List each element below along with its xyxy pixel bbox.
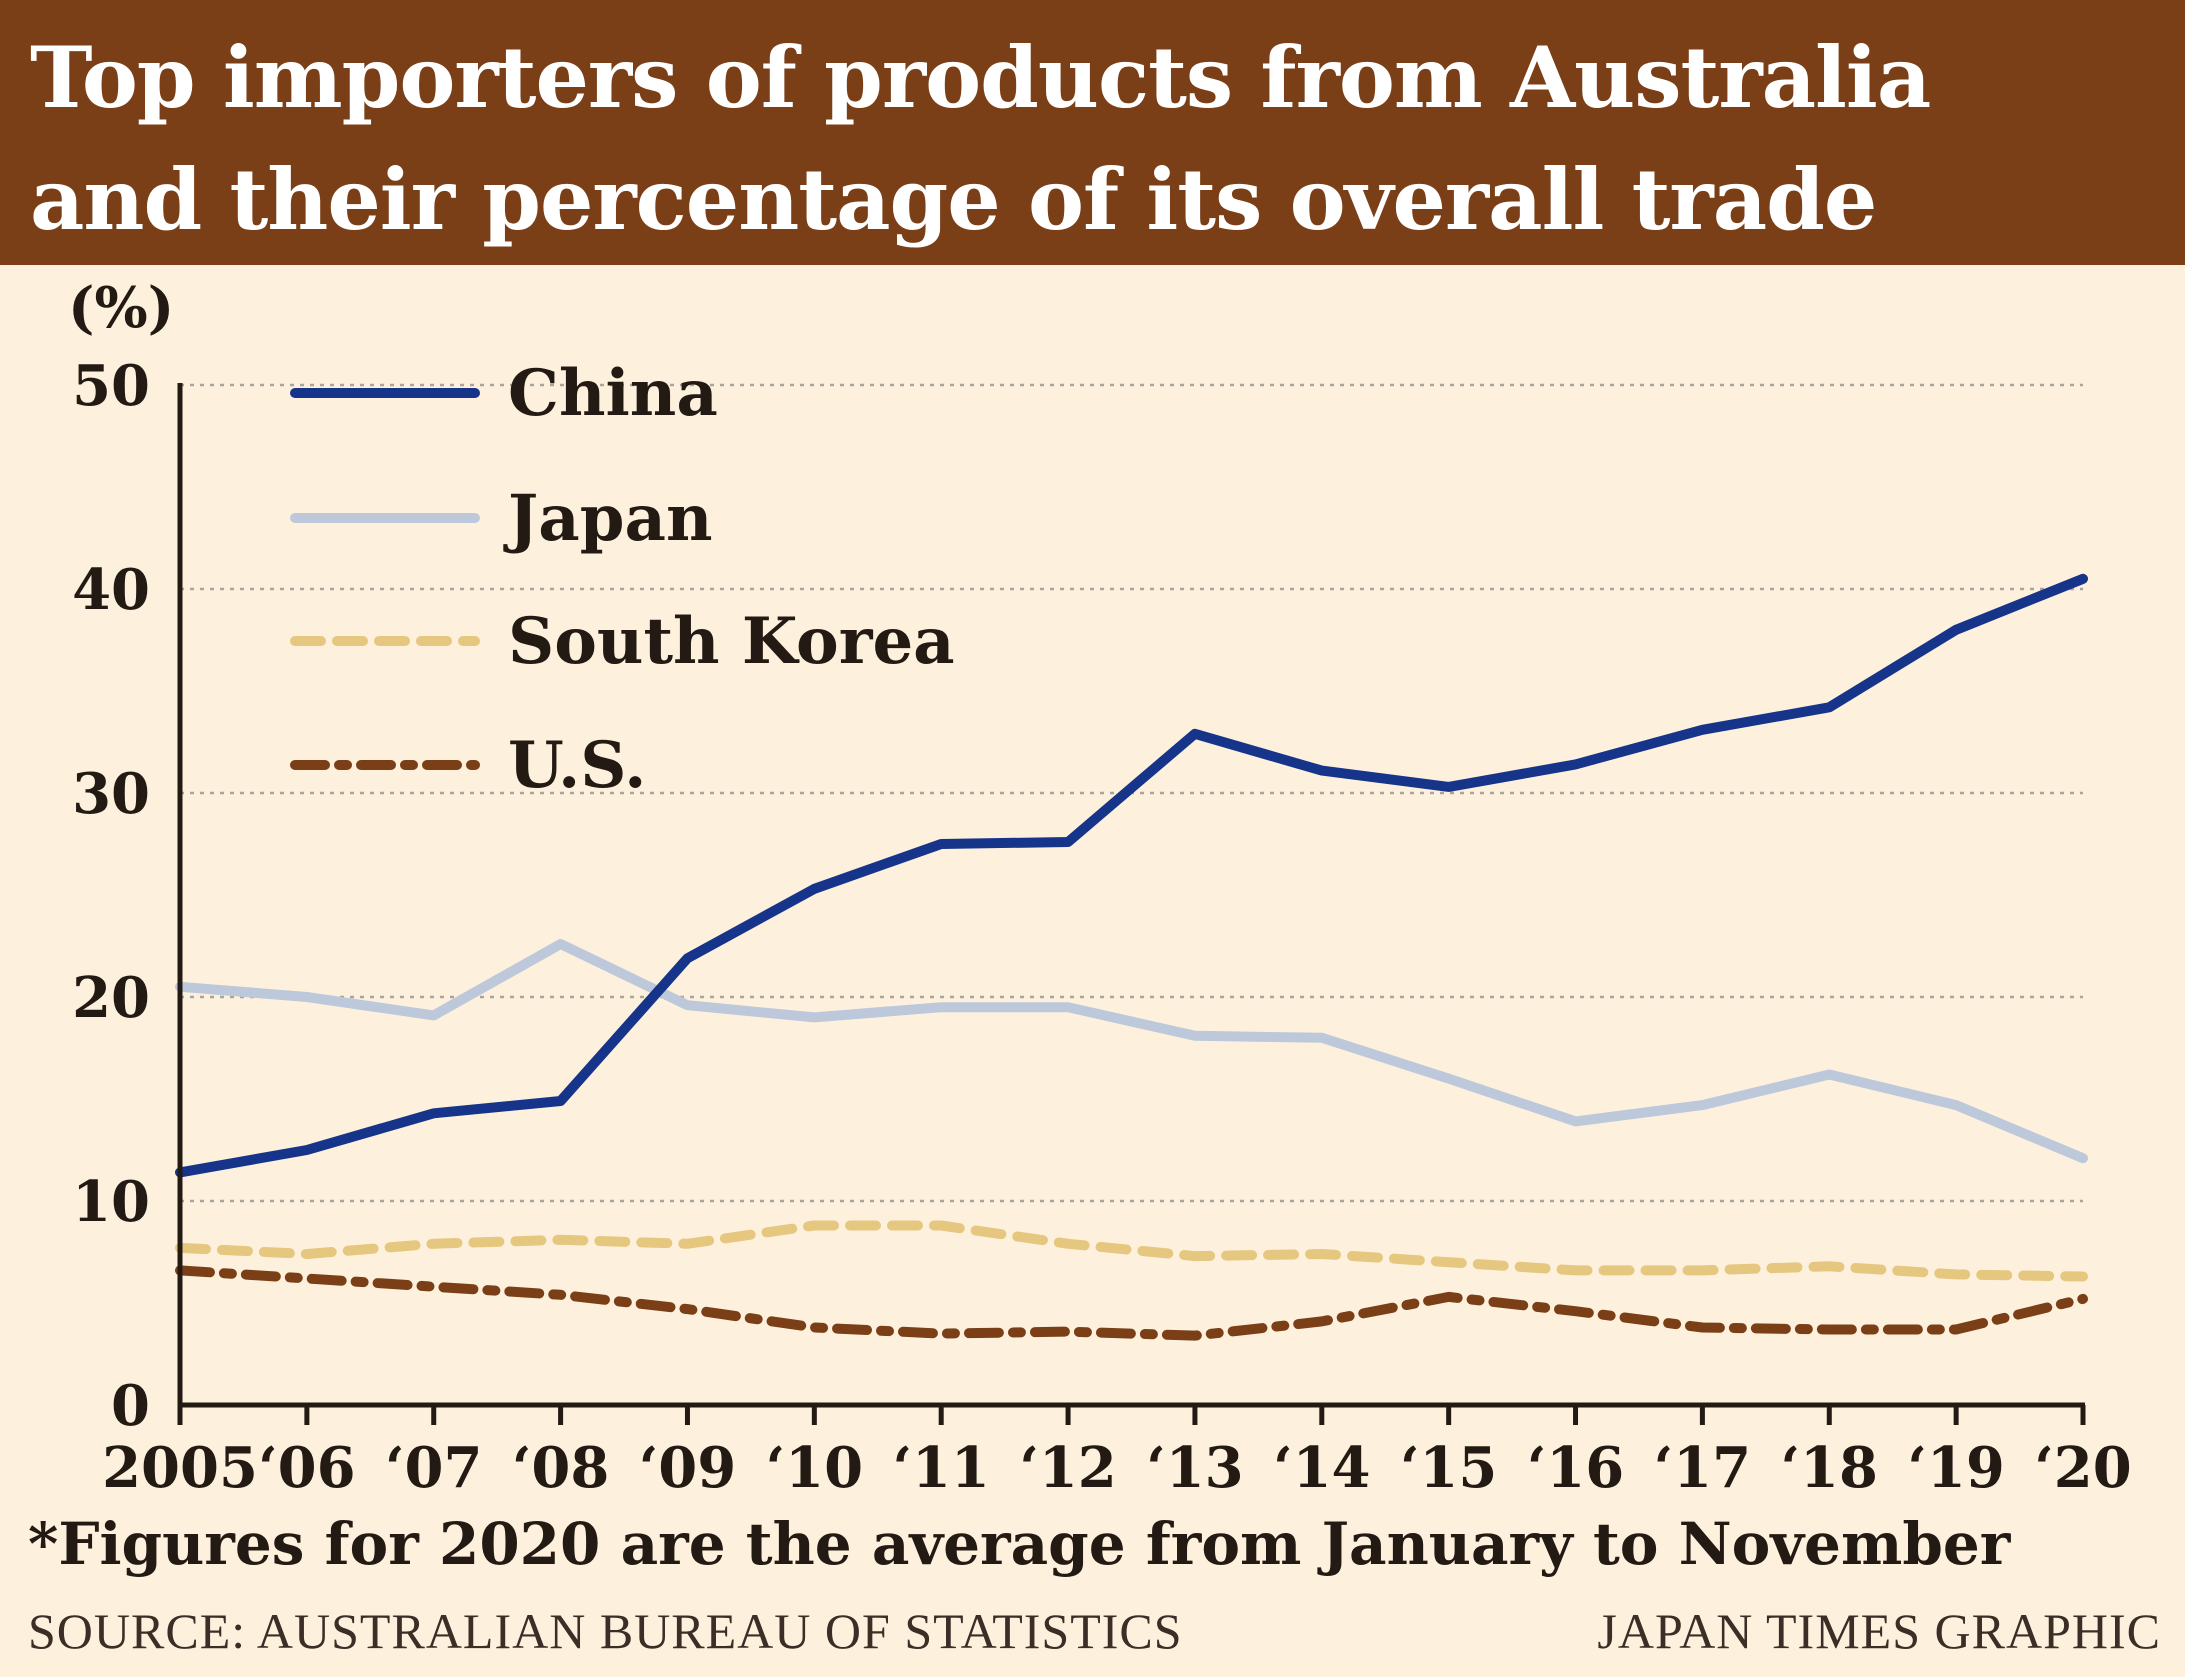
x-tick-label: ‘19 (1907, 1435, 2004, 1501)
x-tick-label: ‘08 (512, 1435, 609, 1501)
x-tick-label: ‘09 (639, 1435, 736, 1501)
axis-ticks: 0 10 20 30 40 50 2005 ‘06 ‘07 ‘08 ‘09 ‘10 ‘11 ‘12 ‘13 ‘… (72, 353, 2132, 1501)
x-tick-label: ‘15 (1400, 1435, 1497, 1501)
x-tick-label: ‘17 (1654, 1435, 1751, 1501)
y-tick-label: 30 (72, 761, 150, 827)
x-tick-label: ‘18 (1781, 1435, 1878, 1501)
series-line-u-s- (175, 1265, 2088, 1341)
y-tick-label: 0 (111, 1373, 150, 1439)
chart-title-line-1: Top importers of products from Australia (30, 28, 1931, 127)
chart-title-line-2: and their percentage of its overall trad… (30, 150, 1877, 249)
legend-label: U.S. (508, 728, 646, 803)
y-tick-label: 50 (72, 353, 150, 419)
x-tick-label: 2005 (102, 1435, 258, 1501)
graphic-credit: JAPAN TIMES GRAPHIC (1597, 1603, 2161, 1659)
series-line-china (175, 573, 2088, 1178)
legend-label: South Korea (508, 604, 955, 679)
axes: (%) (68, 275, 2085, 1408)
x-tick-label: ‘13 (1146, 1435, 1243, 1501)
legend-label: Japan (503, 481, 713, 556)
x-tick-label: ‘11 (892, 1435, 989, 1501)
legend: China Japan South Korea U.S. (290, 356, 955, 803)
x-tick-label: ‘20 (2034, 1435, 2131, 1501)
x-tick-label: ‘07 (385, 1435, 482, 1501)
title-banner: Top importers of products from Australia… (0, 0, 2185, 265)
source-credit: SOURCE: AUSTRALIAN BUREAU OF STATISTICS (28, 1603, 1183, 1659)
x-tick-label: ‘14 (1273, 1435, 1370, 1501)
y-tick-label: 40 (72, 557, 150, 623)
x-tick-label: ‘10 (766, 1435, 863, 1501)
footnote: *Figures for 2020 are the average from J… (28, 1510, 2011, 1578)
series-line-japan (175, 939, 2088, 1164)
x-tick-label: ‘06 (258, 1435, 355, 1501)
line-chart: (%) 0 10 20 30 40 50 2005 ‘06 ‘07 ‘08 ‘09 ‘10 ‘11 ‘12… (68, 275, 2132, 1501)
x-tick-label: ‘12 (1019, 1435, 1116, 1501)
y-tick-label: 10 (72, 1169, 150, 1235)
y-tick-label: 20 (72, 965, 150, 1031)
y-axis-unit-label: (%) (68, 275, 174, 341)
legend-label: China (508, 356, 718, 431)
series-line-south-korea (175, 1220, 2088, 1282)
series-lines (175, 573, 2088, 1341)
x-tick-label: ‘16 (1527, 1435, 1624, 1501)
